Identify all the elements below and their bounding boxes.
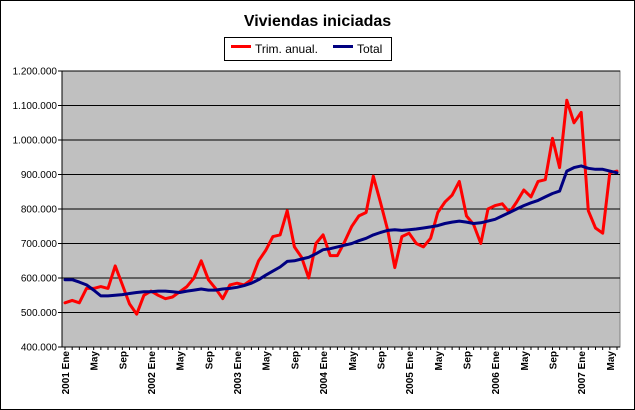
series-line-trim-anual — [63, 98, 619, 316]
x-tick-label: Sep — [204, 351, 215, 369]
x-tick-label: Sep — [548, 351, 559, 369]
x-tick-label: 2003 Ene — [233, 351, 244, 395]
x-tick-label: Sep — [290, 351, 301, 369]
y-tick-label: 900.000 — [21, 170, 58, 181]
x-tick-label: May — [434, 351, 445, 371]
x-tick-label: 2001 Ene — [61, 351, 72, 395]
x-tick-label: 2004 Ene — [319, 351, 330, 395]
x-tick-label: May — [520, 351, 531, 371]
x-tick-label: 2007 Ene — [577, 351, 588, 395]
y-tick-label: 800.000 — [21, 205, 58, 216]
y-tick-label: 600.000 — [21, 274, 58, 285]
legend: Trim. anual. Total — [224, 37, 392, 61]
legend-label-total: Total — [357, 42, 383, 56]
x-tick-label: May — [348, 351, 359, 371]
chart-title: Viviendas iniciadas — [243, 13, 392, 30]
x-tick-label: 2002 Ene — [147, 351, 158, 395]
y-tick-label: 500.000 — [21, 308, 58, 319]
x-tick-label: May — [90, 351, 101, 371]
x-tick-label: Sep — [376, 351, 387, 369]
legend-swatch-total — [333, 45, 353, 48]
x-tick-label: May — [606, 351, 617, 371]
y-tick-label: 400.000 — [21, 343, 58, 354]
x-tick-label: 2006 Ene — [491, 351, 502, 395]
y-tick-label: 1.200.000 — [13, 67, 58, 78]
x-tick-label: May — [176, 351, 187, 371]
y-tick-label: 1.100.000 — [13, 101, 58, 112]
x-tick-label: May — [262, 351, 273, 371]
x-tick-label: Sep — [118, 351, 129, 369]
y-tick-label: 1.000.000 — [13, 136, 58, 147]
series-line-total — [63, 164, 619, 298]
x-tick-label: Sep — [462, 351, 473, 369]
x-tick-label: 2005 Ene — [405, 351, 416, 395]
y-tick-label: 700.000 — [21, 239, 58, 250]
legend-label-trim-anual: Trim. anual. — [255, 42, 318, 56]
legend-swatch-trim-anual — [231, 45, 251, 48]
